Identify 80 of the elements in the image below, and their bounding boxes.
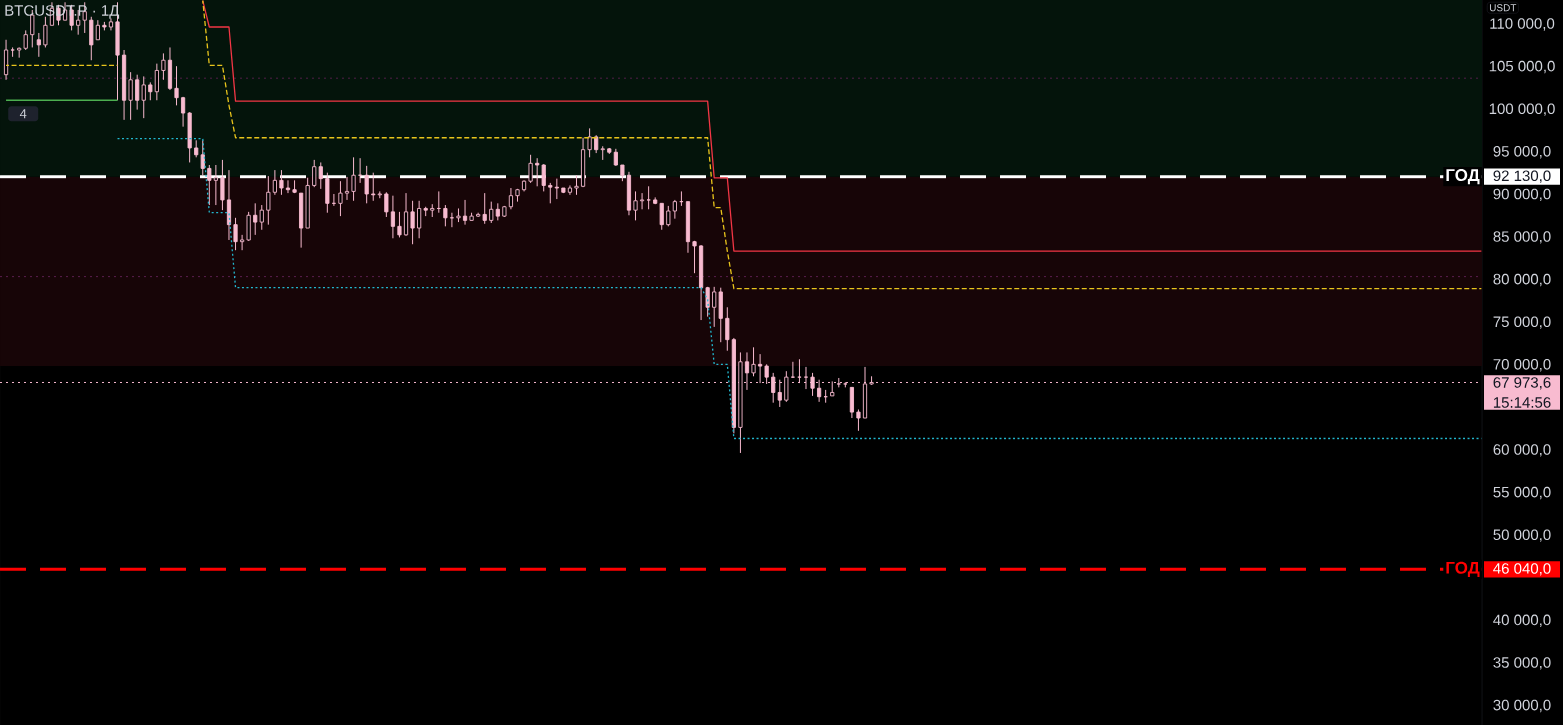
- text: USDT: [1489, 4, 1517, 12]
- candlestick: [141, 75, 146, 119]
- candlestick: [135, 74, 140, 111]
- candlestick: [181, 96, 186, 128]
- candlestick: [410, 200, 415, 245]
- candlestick: [672, 199, 677, 220]
- candlestick: [364, 165, 369, 204]
- text: 67 973,6: [1493, 377, 1551, 390]
- candlestick: [285, 179, 291, 194]
- candlestick: [535, 157, 540, 187]
- candlestick: [403, 192, 409, 237]
- y-tick-label: 40 000,0: [1493, 614, 1551, 627]
- candlestick: [351, 156, 356, 202]
- candlestick: [279, 169, 284, 196]
- y-tick-label: 60 000,0: [1493, 444, 1551, 457]
- text: 92 130,0: [1493, 170, 1551, 183]
- candlestick: [489, 201, 494, 224]
- y-tick-label: 35 000,0: [1493, 657, 1551, 670]
- candlestick: [95, 19, 100, 41]
- candlestick: [639, 192, 645, 210]
- candlestick: [272, 169, 277, 196]
- candlestick: [856, 409, 861, 432]
- candlestick: [240, 234, 245, 251]
- candlestick: [633, 190, 638, 221]
- candlestick: [462, 199, 468, 226]
- ref-line-label: ГОД: [1446, 561, 1480, 577]
- candlestick: [417, 200, 422, 239]
- candlestick: [790, 361, 795, 379]
- y-tick-label: 50 000,0: [1493, 529, 1551, 542]
- candlestick: [725, 306, 730, 352]
- text: 46 040,0: [1493, 563, 1551, 576]
- candlestick: [344, 176, 350, 201]
- candlestick: [174, 65, 179, 106]
- candlestick: [758, 353, 763, 384]
- y-tick-label: 85 000,0: [1493, 231, 1551, 244]
- y-tick-label: 105 000,0: [1489, 60, 1555, 74]
- y-tick-label: 70 000,0: [1493, 359, 1551, 372]
- candlestick: [36, 32, 41, 58]
- candlestick: [397, 211, 402, 238]
- candlestick: [200, 139, 205, 176]
- candlestick: [390, 195, 395, 239]
- candlestick: [548, 182, 553, 204]
- candlestick: [220, 159, 225, 211]
- candlestick: [587, 127, 592, 158]
- ref-line-label: ГОД: [1446, 169, 1480, 185]
- candlestick: [266, 175, 271, 226]
- candlestick: [207, 164, 212, 206]
- candlestick: [508, 187, 514, 210]
- y-tick-label: 100 000,0: [1489, 103, 1555, 116]
- y-tick-label: 95 000,0: [1493, 146, 1551, 159]
- candlestick: [43, 16, 48, 48]
- candlestick: [443, 204, 448, 227]
- annotation: 4: [19, 109, 27, 119]
- candlestick: [338, 180, 343, 217]
- candlestick: [384, 191, 389, 218]
- y-tick-label: 75 000,0: [1493, 316, 1551, 329]
- candlestick: [371, 172, 376, 202]
- candlestick: [751, 346, 756, 377]
- candlestick: [128, 71, 133, 121]
- y-tick-label: 110 000,0: [1490, 18, 1555, 31]
- candlestick: [154, 63, 159, 101]
- candlestick: [161, 52, 166, 81]
- candlestick: [541, 163, 546, 192]
- candlestick: [213, 164, 218, 206]
- y-tick-label: 55 000,0: [1493, 486, 1551, 500]
- candlestick: [528, 154, 533, 184]
- candlestick: [23, 29, 28, 51]
- candlestick: [659, 202, 664, 231]
- y-tick-label: 30 000,0: [1493, 699, 1551, 713]
- candlestick: [666, 205, 671, 227]
- candlestick: [233, 217, 238, 251]
- candlestick: [554, 178, 559, 200]
- candlestick: [712, 286, 717, 328]
- text: 15:14:56: [1493, 397, 1551, 408]
- candlestick: [574, 174, 579, 196]
- candlestick: [646, 185, 651, 210]
- y-tick-label: 80 000,0: [1493, 273, 1551, 287]
- candlestick: [482, 192, 487, 225]
- candlestick: [692, 240, 697, 274]
- y-tick-label: 90 000,0: [1493, 188, 1551, 202]
